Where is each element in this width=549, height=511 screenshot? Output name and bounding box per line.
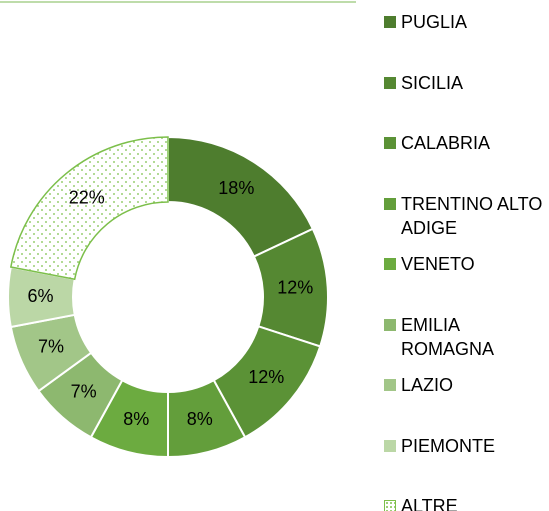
data-label: 8%: [123, 409, 149, 429]
donut-slice: [9, 136, 169, 281]
data-label: 7%: [71, 381, 97, 401]
legend-label: EMILIA ROMAGNA: [401, 314, 495, 359]
legend-item: ALTRE: [384, 494, 549, 511]
legend-swatch: [384, 76, 396, 89]
legend-swatch: [384, 258, 396, 270]
legend-label: CALABRIA: [401, 133, 491, 153]
data-label: 22%: [69, 188, 105, 208]
legend-swatch: [384, 318, 396, 331]
legend-label: VENETO: [401, 254, 475, 274]
data-label: 7%: [38, 336, 64, 356]
legend-swatch: [384, 16, 396, 28]
legend-label: PUGLIA: [401, 12, 468, 32]
data-label: 8%: [187, 409, 213, 429]
legend-swatch: [384, 379, 396, 391]
legend-item: TRENTINO ALTO ADIGE: [384, 192, 549, 240]
legend-label: LAZIO: [401, 375, 454, 395]
legend-item: LAZIO: [384, 373, 549, 397]
legend-swatch: [384, 137, 396, 149]
legend-label: PIEMONTE: [401, 435, 496, 456]
data-label: 18%: [218, 178, 254, 198]
data-label: 12%: [277, 278, 313, 298]
legend-swatch: [384, 500, 396, 511]
legend-label: SICILIA: [401, 72, 464, 93]
data-label: 6%: [27, 286, 53, 306]
legend-item: SICILIA: [384, 71, 549, 95]
legend-label: ALTRE: [401, 496, 458, 511]
legend-swatch: [384, 197, 396, 210]
legend-item: PUGLIA: [384, 10, 549, 34]
legend-item: CALABRIA: [384, 131, 549, 155]
legend-swatch: [384, 439, 396, 452]
data-label: 12%: [248, 367, 284, 387]
legend-item: EMILIA ROMAGNA: [384, 313, 549, 361]
legend-item: PIEMONTE: [384, 434, 549, 458]
legend-label: TRENTINO ALTO ADIGE: [401, 193, 543, 238]
legend-item: VENETO: [384, 252, 549, 276]
